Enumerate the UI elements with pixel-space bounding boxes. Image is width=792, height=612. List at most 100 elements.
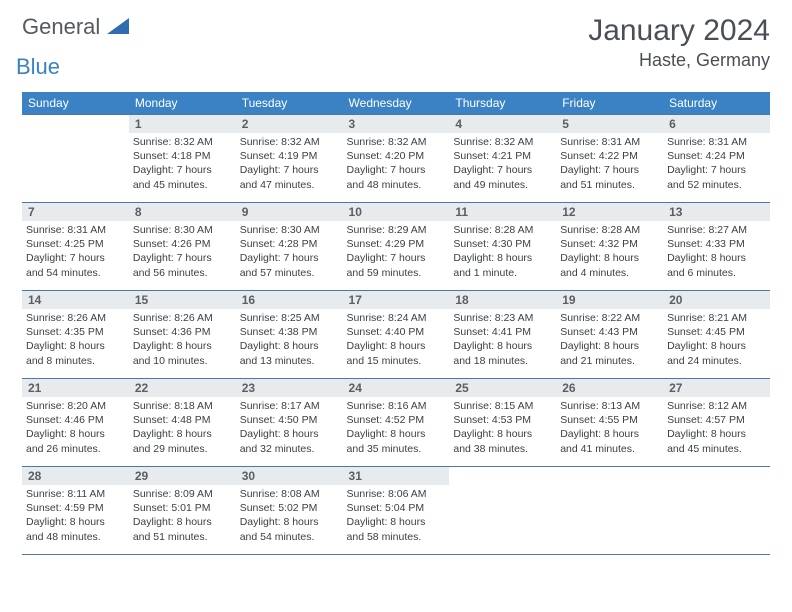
day-info: Sunrise: 8:26 AMSunset: 4:35 PMDaylight:… xyxy=(22,309,129,370)
day-number: 11 xyxy=(449,203,556,221)
day-number: 22 xyxy=(129,379,236,397)
day-info: Sunrise: 8:09 AMSunset: 5:01 PMDaylight:… xyxy=(129,485,236,546)
logo-triangle-icon xyxy=(107,18,129,34)
day-header-fri: Friday xyxy=(556,92,663,115)
sunset-text: Sunset: 4:45 PM xyxy=(667,325,766,339)
sunset-text: Sunset: 4:48 PM xyxy=(133,413,232,427)
daylight-line1: Daylight: 7 hours xyxy=(347,251,446,265)
day-cell: 26Sunrise: 8:13 AMSunset: 4:55 PMDayligh… xyxy=(556,379,663,467)
sunset-text: Sunset: 4:36 PM xyxy=(133,325,232,339)
day-number: 3 xyxy=(343,115,450,133)
day-info: Sunrise: 8:23 AMSunset: 4:41 PMDaylight:… xyxy=(449,309,556,370)
sunset-text: Sunset: 4:38 PM xyxy=(240,325,339,339)
sunset-text: Sunset: 4:53 PM xyxy=(453,413,552,427)
sunrise-text: Sunrise: 8:31 AM xyxy=(560,135,659,149)
sunset-text: Sunset: 4:52 PM xyxy=(347,413,446,427)
day-cell: 28Sunrise: 8:11 AMSunset: 4:59 PMDayligh… xyxy=(22,467,129,555)
day-number: 10 xyxy=(343,203,450,221)
sunrise-text: Sunrise: 8:24 AM xyxy=(347,311,446,325)
daylight-line1: Daylight: 8 hours xyxy=(453,427,552,441)
daylight-line1: Daylight: 8 hours xyxy=(347,427,446,441)
day-number: 2 xyxy=(236,115,343,133)
day-info: Sunrise: 8:30 AMSunset: 4:26 PMDaylight:… xyxy=(129,221,236,282)
sunrise-text: Sunrise: 8:18 AM xyxy=(133,399,232,413)
day-cell: 25Sunrise: 8:15 AMSunset: 4:53 PMDayligh… xyxy=(449,379,556,467)
sunrise-text: Sunrise: 8:31 AM xyxy=(26,223,125,237)
sunrise-text: Sunrise: 8:32 AM xyxy=(133,135,232,149)
day-info: Sunrise: 8:25 AMSunset: 4:38 PMDaylight:… xyxy=(236,309,343,370)
daylight-line2: and 32 minutes. xyxy=(240,442,339,456)
daylight-line2: and 13 minutes. xyxy=(240,354,339,368)
day-number: 7 xyxy=(22,203,129,221)
daylight-line2: and 10 minutes. xyxy=(133,354,232,368)
daylight-line2: and 24 minutes. xyxy=(667,354,766,368)
daylight-line1: Daylight: 8 hours xyxy=(240,515,339,529)
daylight-line1: Daylight: 8 hours xyxy=(26,515,125,529)
day-cell: 3Sunrise: 8:32 AMSunset: 4:20 PMDaylight… xyxy=(343,115,450,203)
day-cell: 21Sunrise: 8:20 AMSunset: 4:46 PMDayligh… xyxy=(22,379,129,467)
daylight-line1: Daylight: 8 hours xyxy=(133,339,232,353)
day-info: Sunrise: 8:32 AMSunset: 4:19 PMDaylight:… xyxy=(236,133,343,194)
daylight-line1: Daylight: 7 hours xyxy=(240,251,339,265)
day-number: 25 xyxy=(449,379,556,397)
day-cell xyxy=(663,467,770,555)
day-cell: 7Sunrise: 8:31 AMSunset: 4:25 PMDaylight… xyxy=(22,203,129,291)
logo-text-blue: Blue xyxy=(16,54,129,80)
sunrise-text: Sunrise: 8:09 AM xyxy=(133,487,232,501)
day-cell xyxy=(449,467,556,555)
daylight-line2: and 48 minutes. xyxy=(347,178,446,192)
sunrise-text: Sunrise: 8:20 AM xyxy=(26,399,125,413)
daylight-line2: and 41 minutes. xyxy=(560,442,659,456)
day-info: Sunrise: 8:24 AMSunset: 4:40 PMDaylight:… xyxy=(343,309,450,370)
day-info: Sunrise: 8:22 AMSunset: 4:43 PMDaylight:… xyxy=(556,309,663,370)
day-number: 6 xyxy=(663,115,770,133)
day-number: 27 xyxy=(663,379,770,397)
sunrise-text: Sunrise: 8:32 AM xyxy=(453,135,552,149)
day-header-sun: Sunday xyxy=(22,92,129,115)
day-info: Sunrise: 8:31 AMSunset: 4:25 PMDaylight:… xyxy=(22,221,129,282)
sunset-text: Sunset: 4:32 PM xyxy=(560,237,659,251)
day-number: 26 xyxy=(556,379,663,397)
week-row: 28Sunrise: 8:11 AMSunset: 4:59 PMDayligh… xyxy=(22,467,770,555)
week-row: 1Sunrise: 8:32 AMSunset: 4:18 PMDaylight… xyxy=(22,115,770,203)
day-number: 20 xyxy=(663,291,770,309)
sunrise-text: Sunrise: 8:13 AM xyxy=(560,399,659,413)
day-header-sat: Saturday xyxy=(663,92,770,115)
day-info: Sunrise: 8:18 AMSunset: 4:48 PMDaylight:… xyxy=(129,397,236,458)
sunset-text: Sunset: 4:24 PM xyxy=(667,149,766,163)
sunset-text: Sunset: 4:25 PM xyxy=(26,237,125,251)
daylight-line1: Daylight: 8 hours xyxy=(453,251,552,265)
day-cell: 15Sunrise: 8:26 AMSunset: 4:36 PMDayligh… xyxy=(129,291,236,379)
sunset-text: Sunset: 4:30 PM xyxy=(453,237,552,251)
daylight-line2: and 51 minutes. xyxy=(133,530,232,544)
day-cell: 27Sunrise: 8:12 AMSunset: 4:57 PMDayligh… xyxy=(663,379,770,467)
daylight-line1: Daylight: 8 hours xyxy=(26,427,125,441)
sunrise-text: Sunrise: 8:06 AM xyxy=(347,487,446,501)
day-info: Sunrise: 8:26 AMSunset: 4:36 PMDaylight:… xyxy=(129,309,236,370)
sunset-text: Sunset: 4:20 PM xyxy=(347,149,446,163)
sunrise-text: Sunrise: 8:12 AM xyxy=(667,399,766,413)
week-row: 14Sunrise: 8:26 AMSunset: 4:35 PMDayligh… xyxy=(22,291,770,379)
daylight-line1: Daylight: 8 hours xyxy=(667,427,766,441)
daylight-line2: and 51 minutes. xyxy=(560,178,659,192)
daylight-line2: and 21 minutes. xyxy=(560,354,659,368)
day-number: 28 xyxy=(22,467,129,485)
sunrise-text: Sunrise: 8:28 AM xyxy=(560,223,659,237)
logo-text-general: General xyxy=(22,14,100,39)
day-info: Sunrise: 8:32 AMSunset: 4:20 PMDaylight:… xyxy=(343,133,450,194)
day-cell: 24Sunrise: 8:16 AMSunset: 4:52 PMDayligh… xyxy=(343,379,450,467)
page-title: January 2024 xyxy=(588,14,770,48)
sunrise-text: Sunrise: 8:22 AM xyxy=(560,311,659,325)
day-cell: 12Sunrise: 8:28 AMSunset: 4:32 PMDayligh… xyxy=(556,203,663,291)
day-header-tue: Tuesday xyxy=(236,92,343,115)
daylight-line1: Daylight: 8 hours xyxy=(347,515,446,529)
day-number: 9 xyxy=(236,203,343,221)
day-cell: 5Sunrise: 8:31 AMSunset: 4:22 PMDaylight… xyxy=(556,115,663,203)
daylight-line1: Daylight: 7 hours xyxy=(133,163,232,177)
sunrise-text: Sunrise: 8:30 AM xyxy=(240,223,339,237)
day-cell xyxy=(556,467,663,555)
day-number: 29 xyxy=(129,467,236,485)
day-number: 8 xyxy=(129,203,236,221)
sunset-text: Sunset: 4:21 PM xyxy=(453,149,552,163)
day-info: Sunrise: 8:17 AMSunset: 4:50 PMDaylight:… xyxy=(236,397,343,458)
